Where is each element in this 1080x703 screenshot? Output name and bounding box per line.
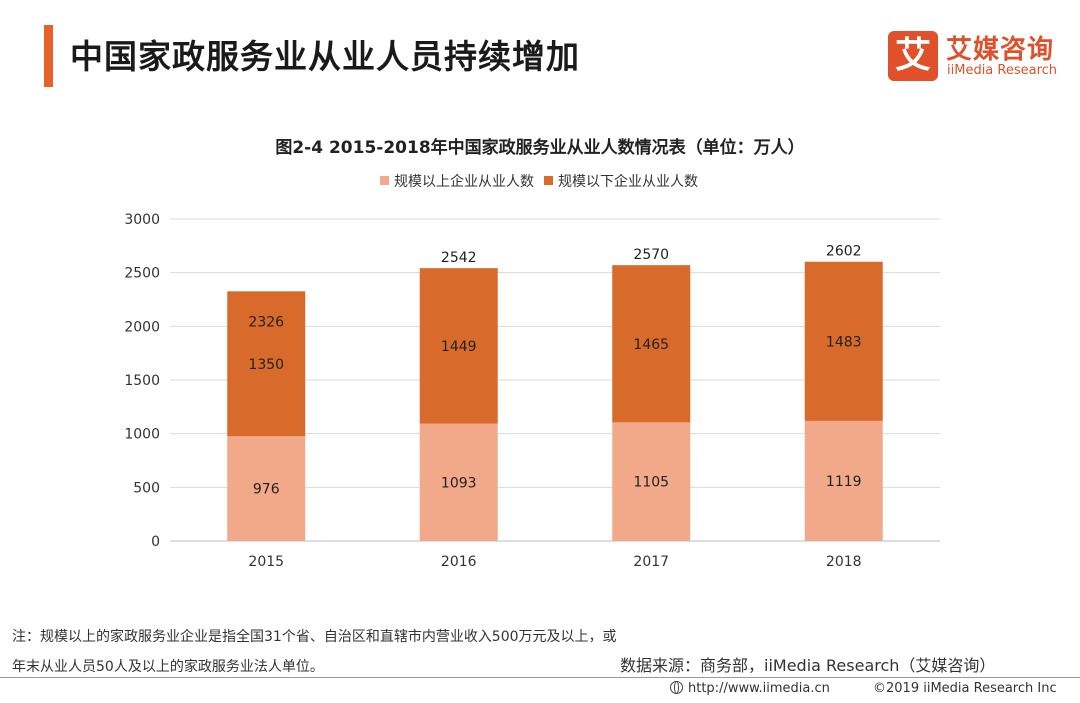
data-label: 1465	[633, 337, 669, 353]
data-label: 1093	[441, 475, 477, 491]
bar-above-scale	[804, 420, 883, 541]
globe-icon	[670, 680, 683, 694]
x-tick-label: 2015	[248, 554, 284, 570]
data-label: 1105	[633, 475, 669, 491]
total-label: 2602	[826, 244, 862, 260]
legend-label: 规模以下企业从业人数	[558, 173, 698, 190]
bar-below-scale	[612, 265, 691, 423]
bar-below-scale	[804, 261, 883, 421]
total-label: 2542	[441, 250, 477, 266]
footnote-line-2: 年末从业人员50人及以上的家政服务业法人单位。	[12, 659, 324, 675]
footer-url[interactable]: http://www.iimedia.cn	[670, 680, 830, 696]
brand-logo: 艾 艾媒咨询 iiMedia Research	[888, 31, 1068, 83]
data-label: 1449	[441, 339, 477, 355]
legend-swatch	[380, 176, 389, 185]
bar-below-scale	[419, 268, 498, 424]
footer-url-text: http://www.iimedia.cn	[688, 681, 830, 696]
y-tick-label: 1000	[124, 427, 160, 443]
total-label: 2570	[633, 247, 669, 263]
chart-title: 图2-4 2015-2018年中国家政服务业从业人数情况表（单位：万人）	[275, 137, 804, 158]
stacked-bar-chart: 图2-4 2015-2018年中国家政服务业从业人数情况表（单位：万人） 规模以上…	[124, 137, 940, 570]
y-tick-label: 0	[151, 534, 160, 550]
data-source: 数据来源：商务部，iiMedia Research（艾媒咨询）	[620, 656, 996, 675]
x-tick-label: 2018	[826, 554, 862, 570]
footer-divider	[0, 677, 1080, 678]
footnote-line-1: 注：规模以上的家政服务业企业是指全国31个省、自治区和直辖市内营业收入500万元…	[12, 629, 617, 645]
x-tick-label: 2016	[441, 554, 477, 570]
y-tick-label: 500	[133, 480, 160, 496]
data-label: 1350	[248, 357, 284, 373]
y-tick-label: 2500	[124, 266, 160, 282]
data-label: 1483	[826, 334, 862, 350]
y-tick-label: 2000	[124, 319, 160, 335]
footer-copyright: ©2019 iiMedia Research Inc	[873, 681, 1057, 696]
brand-subtitle: iiMedia Research	[947, 63, 1058, 78]
y-tick-label: 3000	[124, 212, 160, 228]
page-title: 中国家政服务业从业人员持续增加	[70, 37, 580, 76]
brand-name: 艾媒咨询	[946, 35, 1055, 65]
legend-label: 规模以上企业从业人数	[394, 173, 534, 190]
data-label: 976	[253, 482, 280, 498]
bar-above-scale	[419, 423, 498, 541]
y-tick-label: 1500	[124, 373, 160, 389]
bar-above-scale	[227, 436, 306, 541]
brand-logo-icon: 艾	[888, 31, 938, 81]
bar-below-scale	[227, 291, 306, 437]
data-label: 1119	[826, 474, 862, 490]
total-label: 2326	[248, 314, 284, 330]
legend-swatch	[544, 176, 553, 185]
title-accent-bar	[44, 25, 53, 87]
bar-above-scale	[612, 422, 691, 541]
x-tick-label: 2017	[633, 554, 669, 570]
